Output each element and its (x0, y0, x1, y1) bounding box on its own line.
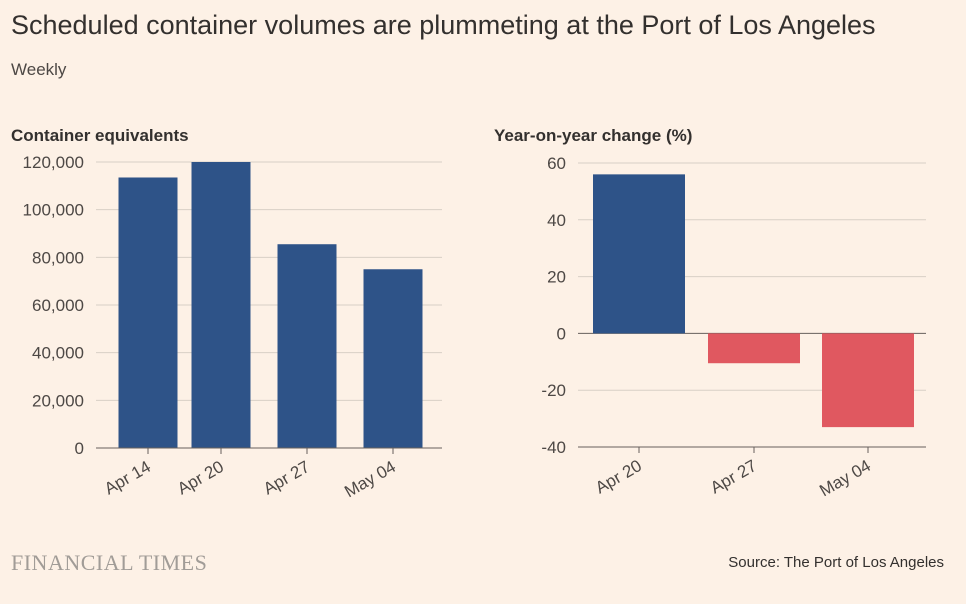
bar-apr-20 (593, 174, 685, 334)
y-tick-label: 60,000 (32, 296, 84, 315)
x-tick-label: Apr 27 (260, 457, 313, 499)
source-note: Source: The Port of Los Angeles (728, 554, 944, 571)
y-tick-label: 120,000 (23, 153, 84, 172)
y-tick-label: -40 (541, 438, 566, 457)
y-tick-label: 40,000 (32, 344, 84, 363)
bar-may-04 (363, 269, 423, 448)
x-tick-label: May 04 (816, 456, 874, 500)
container-volume-chart: 0 20,000 40,000 60,000 80,000 100,000 120,000 A… (23, 153, 442, 501)
y-tick-label: 0 (75, 439, 84, 458)
x-tick-label: Apr 27 (707, 456, 760, 498)
bar-apr-20 (191, 162, 251, 448)
chart-subtitle: Weekly (11, 60, 67, 79)
y-tick-label: 20,000 (32, 391, 84, 410)
bar-apr-27 (708, 333, 800, 364)
x-tick-label: Apr 20 (592, 456, 645, 498)
bar-may-04 (822, 333, 914, 428)
y-tick-label: 80,000 (32, 248, 84, 267)
right-panel-title: Year-on-year change (%) (494, 126, 693, 145)
y-tick-label: 40 (547, 211, 566, 230)
y-tick-label: 0 (557, 324, 566, 343)
y-tick-label: -20 (541, 381, 566, 400)
bar-apr-14 (118, 177, 178, 448)
bar-apr-27 (277, 244, 337, 448)
y-tick-label: 60 (547, 154, 566, 173)
y-tick-label: 20 (547, 268, 566, 287)
yoy-change-chart: -40 -20 0 20 40 60 Apr 20 Apr 27 May 04 (541, 154, 926, 500)
x-tick-label: Apr 20 (174, 457, 227, 499)
ft-logo: FINANCIAL TIMES (11, 550, 208, 575)
left-panel-title: Container equivalents (11, 126, 189, 145)
chart-title: Scheduled container volumes are plummeti… (11, 10, 876, 40)
y-tick-label: 100,000 (23, 201, 84, 220)
x-tick-label: Apr 14 (101, 457, 154, 499)
x-tick-label: May 04 (341, 457, 399, 501)
